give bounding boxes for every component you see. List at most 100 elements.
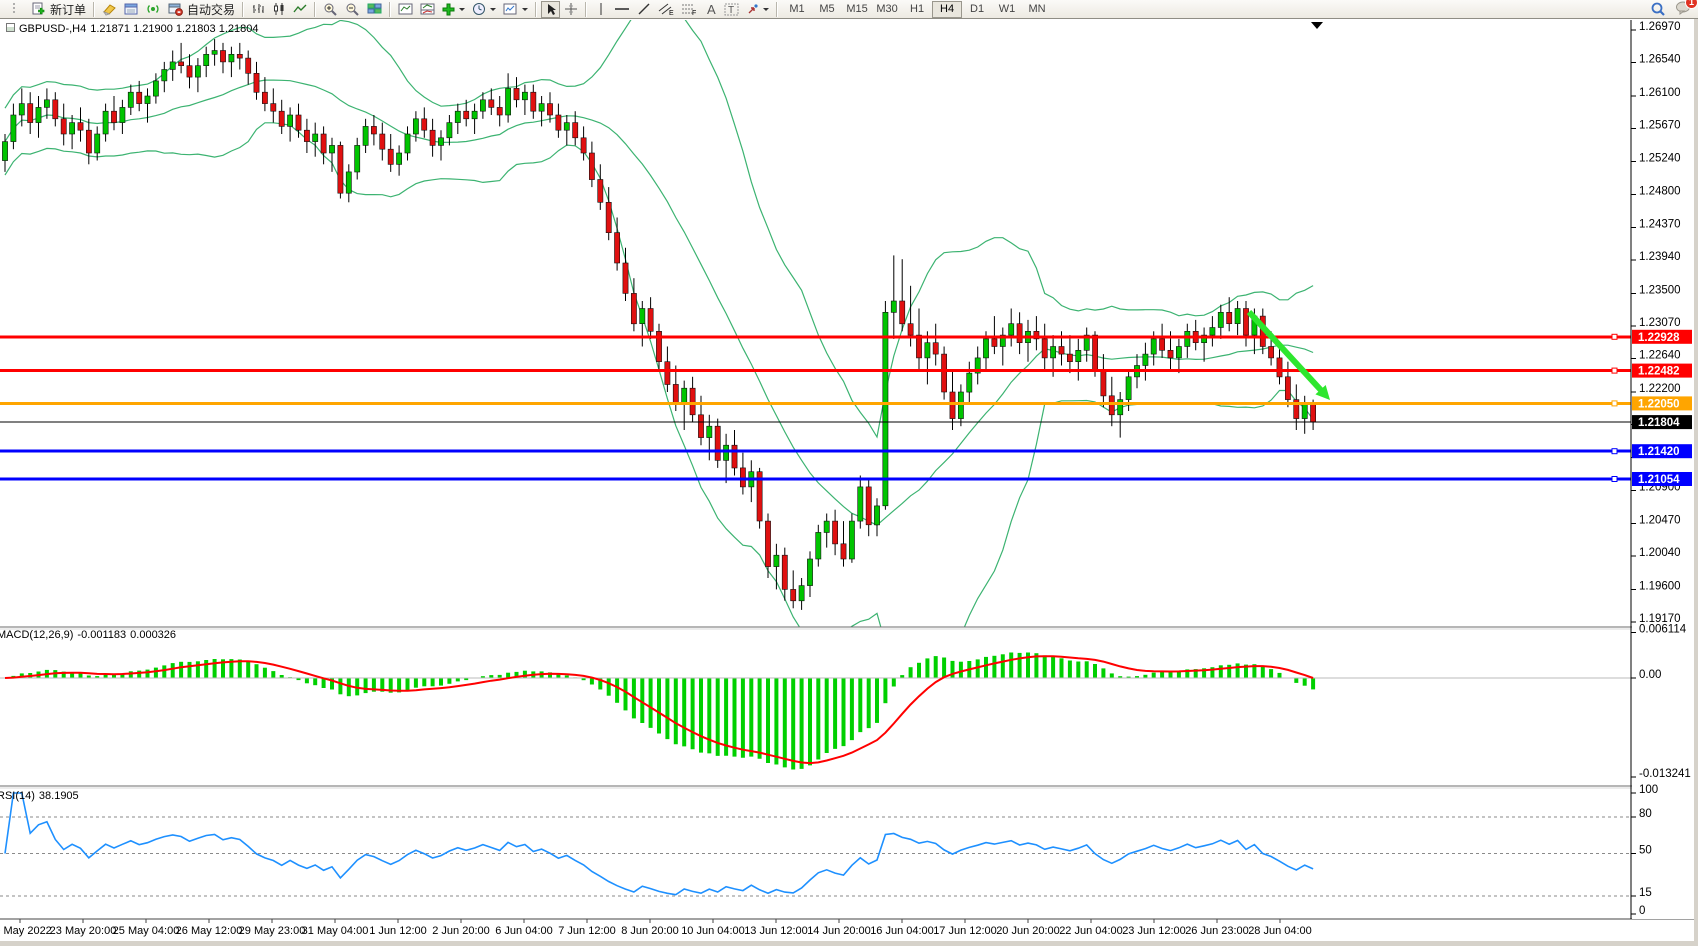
market-watch-button[interactable] [121,1,142,18]
price-axis[interactable]: 1.26970 1.26540 1.26100 1.25670 1.25240 1.248… [1630,20,1698,919]
tf-button-M15[interactable]: M15 [846,2,868,15]
tf-button-W1[interactable]: W1 [998,2,1016,15]
cursor-icon [547,3,556,15]
pane-separators[interactable] [0,626,1698,920]
template-button[interactable] [500,1,531,18]
text-label-icon: T [724,3,739,16]
macd-indicator-label: MACD(12,26,9) -0.001183 0.000326 [0,629,180,641]
svg-text:1.26100: 1.26100 [1639,87,1681,99]
vertical-line-button[interactable] [591,1,610,18]
svg-text:1.20040: 1.20040 [1639,547,1681,559]
svg-text:1.19600: 1.19600 [1639,580,1681,592]
tf-button-H4[interactable]: H4 [932,0,963,18]
tf-button-M5[interactable]: M5 [819,2,835,15]
horizontal-line-objects[interactable] [0,333,1631,482]
timeframe-group: M1 M5 M15 M30 H1 H4 D1 W1 MN [782,0,1052,18]
zoom-out-button[interactable] [342,1,363,18]
svg-text:2 Jun 20:00: 2 Jun 20:00 [432,925,490,937]
svg-text:15: 15 [1639,887,1652,899]
auto-trading-button[interactable]: 自动交易 [165,1,238,18]
svg-text:20 May 2022: 20 May 2022 [0,925,52,937]
rsi-levels [0,816,1631,897]
cursor-button[interactable] [541,0,561,18]
svg-text:1.26540: 1.26540 [1639,54,1681,66]
svg-text:1.26970: 1.26970 [1639,21,1681,33]
channel-icon: E [658,3,674,16]
candlestick-chart-icon [274,3,284,15]
tile-windows-button[interactable] [364,1,385,18]
toolbar-separator [535,1,538,17]
ohlc-text: 1.21871 1.21900 1.21803 1.21804 [90,23,259,35]
svg-text:20 Jun 20:00: 20 Jun 20:00 [996,925,1060,937]
horizontal-line-button[interactable] [611,1,633,18]
svg-text:26 May 12:00: 26 May 12:00 [176,925,243,937]
svg-text:1.24370: 1.24370 [1639,218,1681,230]
tf-button-M30[interactable]: M30 [876,2,898,15]
svg-text:26 Jun 23:00: 26 Jun 23:00 [1185,925,1249,937]
chart-shift-marker[interactable] [1311,22,1323,29]
search-button[interactable] [1647,1,1669,18]
crosshair-button[interactable] [561,1,581,18]
svg-text:80: 80 [1639,808,1652,820]
tf-button-D1[interactable]: D1 [970,2,985,15]
signal-button[interactable] [143,1,164,18]
svg-text:1.23940: 1.23940 [1639,251,1681,263]
text-button[interactable]: A [701,1,720,18]
svg-text:1.21420: 1.21420 [1638,446,1680,458]
highlighter-button[interactable] [99,1,120,18]
svg-text:31 May 04:00: 31 May 04:00 [302,925,369,937]
svg-text:1.22200: 1.22200 [1639,383,1681,395]
svg-text:0.00: 0.00 [1639,669,1661,681]
svg-text:17 Jun 12:00: 17 Jun 12:00 [933,925,997,937]
text-label-button[interactable]: T [721,1,742,18]
toolbar-separator [242,1,245,17]
trendline-icon [638,3,650,15]
zoom-in-button[interactable] [320,1,341,18]
indicator-list-button[interactable] [417,1,438,18]
svg-text:F: F [692,10,696,16]
main-toolbar: 新订单 自动交易 E F A T M1 M5 M15 M30 H1 H4 D1 W1 MN 1 [0,0,1698,19]
svg-text:23 Jun 12:00: 23 Jun 12:00 [1122,925,1186,937]
line-chart-button[interactable] [290,1,310,18]
notifications-button[interactable]: 1 [1675,0,1698,18]
svg-text:1.22050: 1.22050 [1638,398,1680,410]
svg-text:16 Jun 04:00: 16 Jun 04:00 [870,925,934,937]
equidistant-channel-button[interactable]: E [655,1,677,18]
svg-text:1.22640: 1.22640 [1639,350,1681,362]
symbol-text: GBPUSD-,H4 [19,23,87,35]
bar-chart-icon [253,4,264,13]
rsi-indicator-label: RSI(14) 38.1905 [0,790,83,802]
indicators-window-button[interactable] [395,1,416,18]
fibonacci-button[interactable]: F [678,1,700,18]
tf-button-H1[interactable]: H1 [910,2,925,15]
svg-text:1.24800: 1.24800 [1639,186,1681,198]
svg-text:1.23500: 1.23500 [1639,284,1681,296]
svg-text:1.25670: 1.25670 [1639,120,1681,132]
tf-button-M1[interactable]: M1 [789,2,805,15]
add-indicator-button[interactable] [439,1,468,18]
caret-down-icon [763,7,770,11]
new-order-button[interactable]: 新订单 [28,1,89,18]
indicators-window-icon [398,3,413,15]
bar-chart-button[interactable] [248,1,268,18]
svg-text:22 Jun 04:00: 22 Jun 04:00 [1059,925,1123,937]
tf-button-MN[interactable]: MN [1028,2,1046,15]
svg-text:6 Jun 04:00: 6 Jun 04:00 [495,925,553,937]
svg-text:-0.013241: -0.013241 [1639,768,1691,780]
search-icon [1651,2,1665,16]
svg-text:13 Jun 12:00: 13 Jun 12:00 [744,925,808,937]
svg-text:1.23070: 1.23070 [1639,317,1681,329]
period-menu-button[interactable] [469,1,499,18]
line-chart-icon [293,4,307,13]
svg-text:14 Jun 20:00: 14 Jun 20:00 [807,925,871,937]
chart-symbol-label: GBPUSD-,H4 1.21871 1.21900 1.21803 1.2180… [6,23,262,35]
candlestick-chart-button[interactable] [269,1,289,18]
price-label-1.21420: 1.21420 [1632,444,1692,459]
toolbar-grip-icon[interactable] [2,0,27,19]
arrows-button[interactable] [743,1,772,18]
svg-text:100: 100 [1639,784,1658,796]
trendline-button[interactable] [634,1,654,18]
trend-arrow[interactable] [1246,309,1330,400]
